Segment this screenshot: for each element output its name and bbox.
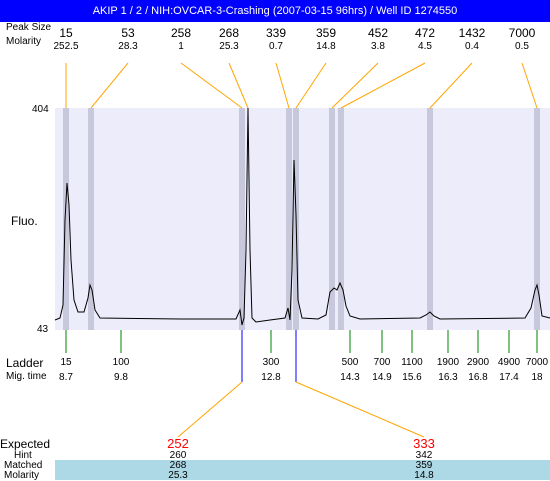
ladder-size: 4900 (497, 357, 521, 368)
ladder-size: 500 (341, 357, 359, 368)
peak-molarity: 0.7 (269, 41, 283, 52)
peak-molarity: 25.3 (219, 41, 239, 52)
peak-molarity: 252.5 (53, 41, 79, 52)
ladder-ticks (65, 330, 538, 353)
ladder-time: 16.8 (468, 372, 488, 383)
matched-label: Matched (4, 460, 43, 471)
peak-size: 268 (218, 26, 240, 40)
peak-size: 452 (367, 26, 389, 40)
fluo-label: Fluo. (11, 214, 38, 228)
peak-connectors (65, 62, 538, 109)
expected-value: 333 (413, 436, 435, 451)
ladder-time: 16.3 (438, 372, 458, 383)
molarity-bottom-label: Molarity (4, 470, 40, 481)
expected-matched: 359 (415, 460, 433, 471)
peak-band (329, 108, 335, 330)
ladder-time: 8.7 (59, 372, 73, 383)
ladder-size: 2900 (466, 357, 490, 368)
peak-molarity: 3.8 (371, 41, 385, 52)
peak-band (88, 108, 94, 330)
peak-size: 1432 (458, 26, 486, 40)
peak-band (427, 108, 433, 330)
ladder-time: 15.6 (402, 372, 422, 383)
peak-molarity: 28.3 (118, 41, 138, 52)
ladder-time: 12.8 (261, 372, 281, 383)
ladder-size: 300 (262, 357, 280, 368)
peak-band (338, 108, 344, 330)
peak-size: 472 (414, 26, 436, 40)
ladder-size: 15 (60, 357, 72, 368)
peak-band (286, 108, 292, 330)
ladder-time: 14.9 (372, 372, 392, 383)
ladder-time: 14.3 (340, 372, 360, 383)
expected-connectors (177, 381, 425, 438)
ladder-size: 100 (112, 357, 130, 368)
expected-label: Expected (0, 437, 51, 451)
peak-size: 258 (170, 26, 192, 40)
molarity-label: Molarity (6, 36, 42, 47)
expected-molarity: 14.8 (414, 470, 434, 481)
peak-molarity: 0.4 (465, 41, 479, 52)
peak-molarity: 4.5 (418, 41, 432, 52)
peak-molarity: 1 (178, 41, 184, 52)
expected-molarity: 25.3 (168, 470, 188, 481)
y-axis-max: 404 (32, 104, 49, 115)
mig-time-label: Mig. time (6, 371, 47, 382)
y-axis-min: 43 (37, 324, 49, 335)
ladder-size: 1900 (436, 357, 460, 368)
expected-matched: 268 (169, 460, 187, 471)
peak-molarity: 14.8 (316, 41, 336, 52)
matched-highlight (55, 460, 550, 480)
plot-area (55, 108, 550, 330)
ladder-label: Ladder (6, 356, 44, 370)
peak-size: 7000 (508, 26, 536, 40)
ladder-time: 9.8 (114, 372, 128, 383)
expected-hint: 260 (169, 450, 187, 461)
ladder-time: 18 (531, 372, 543, 383)
window-title: AKIP 1 / 2 / NIH:OVCAR-3-Crashing (2007-… (0, 0, 550, 22)
peak-size: 339 (265, 26, 287, 40)
peak-size: 15 (59, 26, 73, 40)
ladder-size: 1100 (401, 357, 423, 368)
hint-label: Hint (14, 450, 32, 461)
peak-band (63, 108, 69, 330)
peak-band (534, 108, 540, 330)
peak-band (239, 108, 245, 330)
expected-value: 252 (167, 436, 189, 451)
peak-size: 53 (121, 26, 135, 40)
peak-molarity: 0.5 (515, 41, 529, 52)
ladder-size: 7000 (525, 357, 549, 368)
fluorescence-trace (54, 107, 550, 326)
ladder-time: 17.4 (499, 372, 519, 383)
ladder-size: 700 (373, 357, 391, 368)
peak-size-label: Peak Size (6, 22, 52, 33)
expected-hint: 342 (415, 450, 433, 461)
peak-size: 359 (315, 26, 337, 40)
